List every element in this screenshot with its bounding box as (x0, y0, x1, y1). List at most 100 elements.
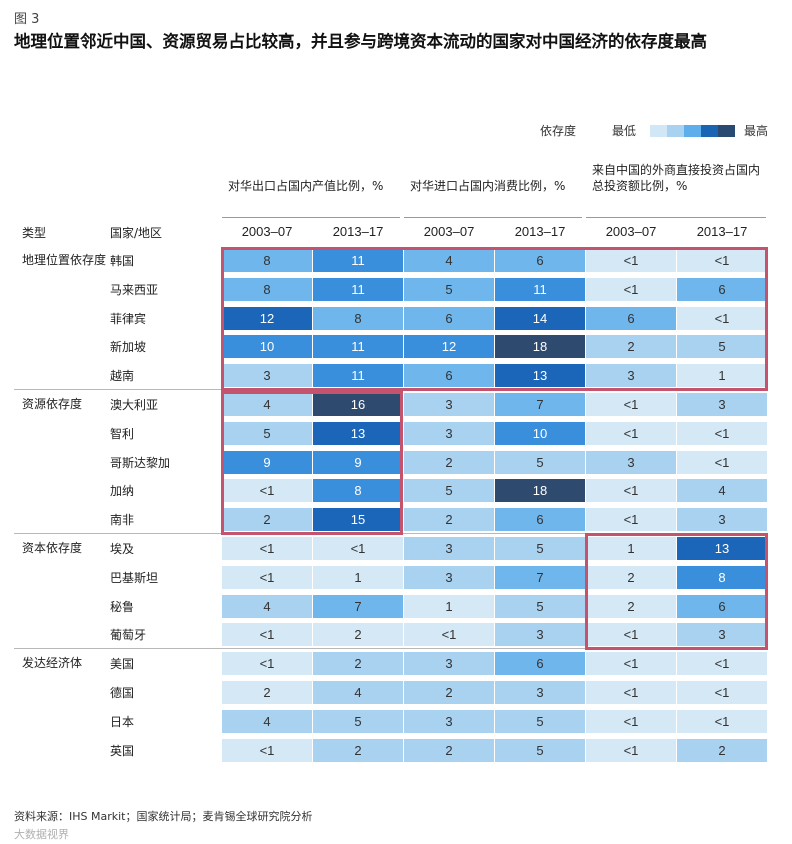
table-cell: 13 (495, 364, 585, 388)
table-cell: 5 (404, 479, 494, 503)
figure-label: 图 3 (14, 12, 40, 27)
table-cell: 6 (404, 306, 494, 330)
period-header: 2013–17 (696, 224, 748, 239)
country-label: 秘鲁 (110, 599, 135, 614)
period-header: 2003–07 (423, 224, 475, 239)
table-cell: 18 (495, 479, 585, 503)
table-cell: <1 (677, 249, 767, 272)
table-cell: 3 (404, 709, 494, 733)
group-rule-export (222, 217, 400, 218)
table-cell: <1 (222, 652, 312, 676)
table-cell: <1 (222, 738, 312, 762)
country-label: 越南 (110, 369, 135, 384)
country-label: 马来西亚 (110, 282, 159, 297)
table-cell: 11 (313, 335, 403, 359)
table-cell: 6 (404, 364, 494, 388)
group-divider (14, 648, 766, 650)
table-cell: <1 (677, 306, 767, 330)
table-cell: 11 (313, 249, 403, 272)
table-cell: 9 (222, 450, 312, 474)
country-label: 哥斯达黎加 (110, 455, 171, 470)
table-cell: 9 (313, 450, 403, 474)
header-country: 国家/地区 (110, 226, 163, 240)
table-cell: 2 (404, 681, 494, 704)
group-header-export: 对华出口占国内产值比例，% (228, 179, 384, 193)
table-cell: 3 (677, 623, 767, 647)
table-cell: <1 (677, 652, 767, 676)
table-cell: <1 (586, 393, 676, 416)
table-cell: 2 (404, 508, 494, 532)
table-cell: 12 (404, 335, 494, 359)
table-cell: 5 (313, 709, 403, 733)
table-cell: 5 (495, 594, 585, 618)
table-cell: 4 (222, 393, 312, 416)
table-cell: 2 (222, 681, 312, 704)
table-cell: 8 (313, 479, 403, 503)
table-cell: <1 (586, 709, 676, 733)
table-cell: <1 (677, 421, 767, 445)
table-cell: <1 (586, 421, 676, 445)
table-cell: 8 (313, 306, 403, 330)
table-cell: 6 (677, 594, 767, 618)
table-cell: 3 (495, 681, 585, 704)
table-cell: <1 (677, 681, 767, 704)
table-cell: <1 (586, 681, 676, 704)
highlight-box-resource (221, 391, 403, 535)
table-cell: 2 (313, 623, 403, 647)
table-cell: 2 (222, 508, 312, 532)
country-label: 新加坡 (110, 340, 147, 355)
table-cell: 3 (404, 393, 494, 416)
legend-low: 最低 (612, 124, 637, 138)
table-cell: 5 (495, 450, 585, 474)
country-label: 韩国 (110, 254, 135, 268)
legend-swatch-5 (718, 125, 735, 137)
table-cell: <1 (586, 623, 676, 647)
table-cell: <1 (586, 249, 676, 272)
table-cell: 5 (495, 738, 585, 762)
period-header: 2013–17 (514, 224, 566, 239)
table-cell: 13 (313, 421, 403, 445)
period-header: 2003–07 (241, 224, 293, 239)
table-cell: <1 (586, 277, 676, 301)
table-cell: 2 (404, 450, 494, 474)
category-label: 资源依存度 (22, 397, 83, 411)
table-cell: <1 (586, 508, 676, 532)
table-cell: 5 (404, 277, 494, 301)
country-label: 英国 (110, 743, 135, 758)
category-label: 资本依存度 (22, 541, 83, 555)
table-cell: 5 (222, 421, 312, 445)
table-cell: 4 (222, 594, 312, 618)
group-rule-import (404, 217, 582, 218)
group-header-import: 对华进口占国内消费比例，% (410, 179, 566, 193)
table-cell: 15 (313, 508, 403, 532)
table-cell: 4 (404, 249, 494, 272)
table-cell: 7 (495, 393, 585, 416)
table-cell: 10 (495, 421, 585, 445)
source-note: 资料来源：IHS Markit；国家统计局；麦肯锡全球研究院分析 (14, 810, 313, 823)
table-cell: 3 (404, 565, 494, 589)
table-cell: 11 (313, 364, 403, 388)
country-label: 澳大利亚 (110, 398, 159, 412)
country-label: 德国 (110, 686, 135, 700)
table-cell: 12 (222, 306, 312, 330)
legend-label: 依存度 (540, 124, 577, 138)
table-cell: 6 (677, 277, 767, 301)
table-cell: <1 (586, 652, 676, 676)
table-cell: <1 (313, 537, 403, 560)
table-cell: 5 (495, 537, 585, 560)
table-cell: 3 (495, 623, 585, 647)
table-cell: 3 (222, 364, 312, 388)
highlight-box-geographic (221, 247, 768, 391)
table-cell: 8 (222, 249, 312, 272)
table-cell: 1 (586, 537, 676, 560)
legend-swatch-4 (701, 125, 718, 137)
country-label: 日本 (110, 714, 135, 729)
table-cell: 11 (495, 277, 585, 301)
group-header-fdi: 来自中国的外商直接投资占国内总投资额比例，% (592, 163, 761, 193)
table-cell: 6 (495, 652, 585, 676)
table-cell: <1 (222, 565, 312, 589)
table-cell: 6 (586, 306, 676, 330)
country-label: 埃及 (110, 542, 135, 556)
country-label: 南非 (110, 513, 135, 528)
table-cell: 4 (313, 681, 403, 704)
